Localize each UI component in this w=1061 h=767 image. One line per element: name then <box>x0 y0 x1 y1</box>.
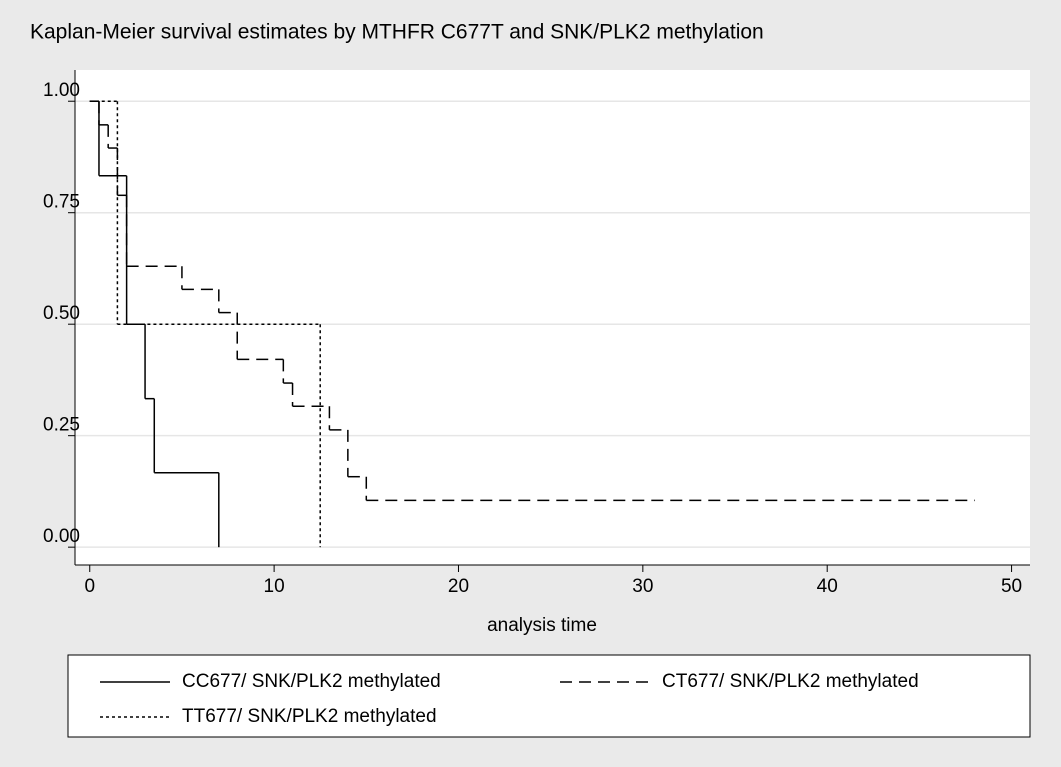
plot-area <box>75 70 1030 565</box>
x-tick-label: 20 <box>448 576 469 597</box>
x-tick-label: 10 <box>264 576 285 597</box>
x-tick-label: 30 <box>632 576 653 597</box>
y-tick-label: 0.50 <box>43 303 80 324</box>
x-tick-label: 50 <box>1001 576 1022 597</box>
y-tick-label: 0.00 <box>43 526 80 547</box>
x-tick-label: 40 <box>817 576 838 597</box>
legend-label: CT677/ SNK/PLK2 methylated <box>662 671 919 692</box>
y-tick-label: 1.00 <box>43 80 80 101</box>
y-tick-label: 0.25 <box>43 415 80 436</box>
legend-label: TT677/ SNK/PLK2 methylated <box>182 706 437 727</box>
chart-title: Kaplan-Meier survival estimates by MTHFR… <box>30 21 764 44</box>
x-tick-label: 0 <box>84 576 95 597</box>
legend-box <box>67 654 1031 738</box>
x-axis-label: analysis time <box>487 615 597 636</box>
y-tick-label: 0.75 <box>43 192 80 213</box>
legend-label: CC677/ SNK/PLK2 methylated <box>182 671 441 692</box>
